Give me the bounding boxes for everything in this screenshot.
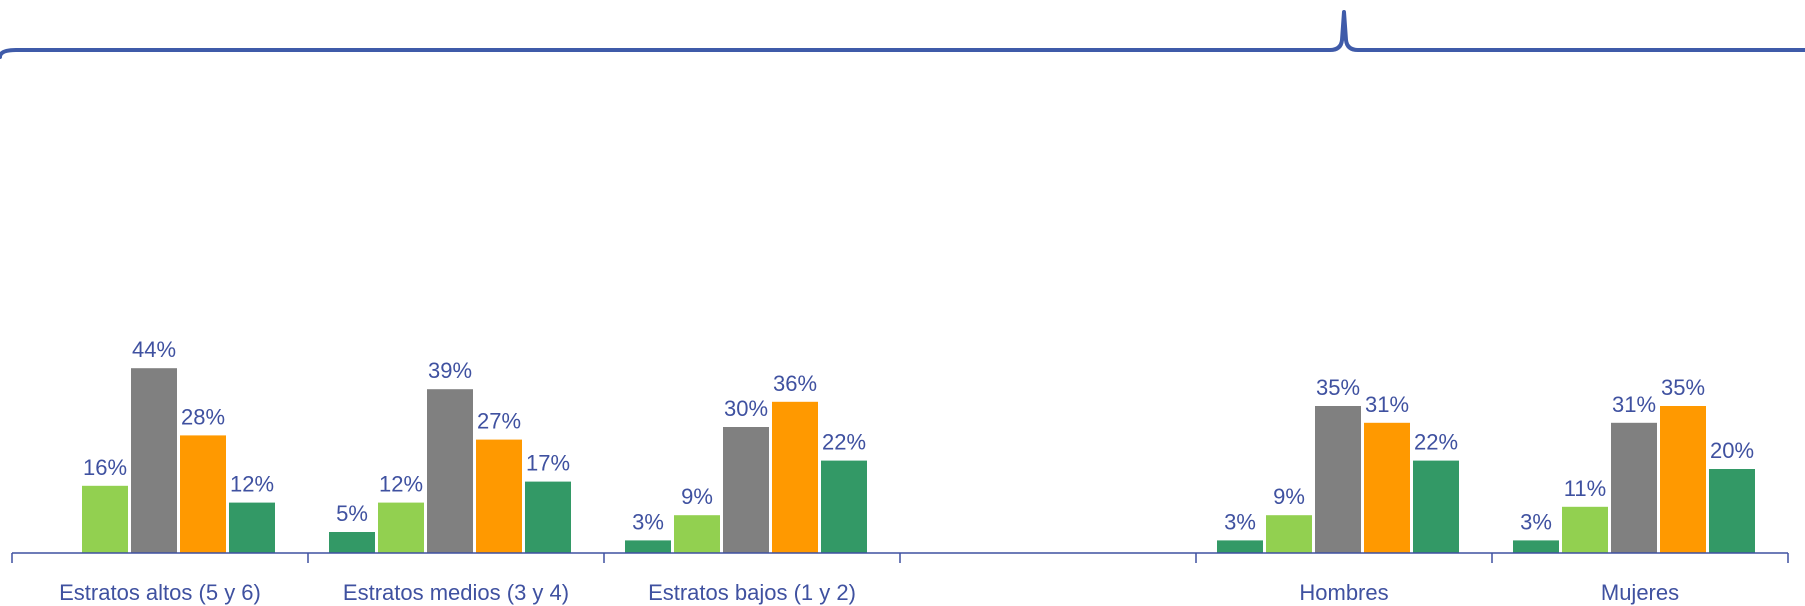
data-label: 27%: [477, 409, 521, 434]
bar: [1562, 506, 1608, 553]
bar: [1217, 540, 1263, 553]
bar: [674, 515, 720, 553]
bracket-line: [0, 10, 1805, 59]
bar: [1413, 460, 1459, 553]
category-label: Estratos medios (3 y 4): [343, 580, 569, 605]
bar: [378, 502, 424, 553]
bar: [180, 435, 226, 553]
data-label: 30%: [724, 396, 768, 421]
data-label: 12%: [230, 472, 274, 497]
data-label: 17%: [526, 451, 570, 476]
bar: [1266, 515, 1312, 553]
category-label: Hombres: [1299, 580, 1388, 605]
data-labels-layer: 5% 3% 3% 3%16%12%9% 9% 11%44%39%30%35%31%28% 2…: [83, 337, 1754, 534]
bar: [1611, 422, 1657, 553]
bar: [1315, 406, 1361, 553]
bar: [1513, 540, 1559, 553]
data-label: 35%: [1316, 375, 1360, 400]
data-label: 28%: [181, 404, 225, 429]
data-label: 5%: [336, 501, 368, 526]
category-label: Estratos bajos (1 y 2): [648, 580, 856, 605]
data-label: 16%: [83, 455, 127, 480]
data-label: 44%: [132, 337, 176, 362]
data-label: 9%: [681, 484, 713, 509]
data-label: 3%: [1224, 509, 1256, 534]
bar: [1709, 469, 1755, 553]
category-labels-layer: Estratos altos (5 y 6) Estratos medios (3…: [59, 580, 1679, 605]
data-label: 20%: [1710, 438, 1754, 463]
data-label: 3%: [1520, 509, 1552, 534]
data-label: 22%: [822, 430, 866, 455]
category-label: Estratos altos (5 y 6): [59, 580, 261, 605]
bar: [772, 401, 818, 553]
data-label: 22%: [1414, 430, 1458, 455]
data-label: 31%: [1612, 392, 1656, 417]
data-label: 12%: [379, 472, 423, 497]
bar: [229, 502, 275, 553]
data-label: 9%: [1273, 484, 1305, 509]
bars-layer: [82, 368, 1755, 553]
data-label: 39%: [428, 358, 472, 383]
bar: [1364, 422, 1410, 553]
data-label: 3%: [632, 509, 664, 534]
bar: [131, 368, 177, 553]
data-label: 35%: [1661, 375, 1705, 400]
bar: [525, 481, 571, 553]
bar: [476, 439, 522, 553]
data-label: 31%: [1365, 392, 1409, 417]
data-label: 36%: [773, 371, 817, 396]
bar: [723, 427, 769, 553]
category-label: Mujeres: [1601, 580, 1679, 605]
bar: [82, 485, 128, 553]
bar: [329, 532, 375, 553]
data-label: 11%: [1564, 476, 1606, 501]
bar: [821, 460, 867, 553]
bar: [1660, 406, 1706, 553]
bar: [625, 540, 671, 553]
bar: [427, 389, 473, 553]
x-axis: [11, 552, 1789, 563]
